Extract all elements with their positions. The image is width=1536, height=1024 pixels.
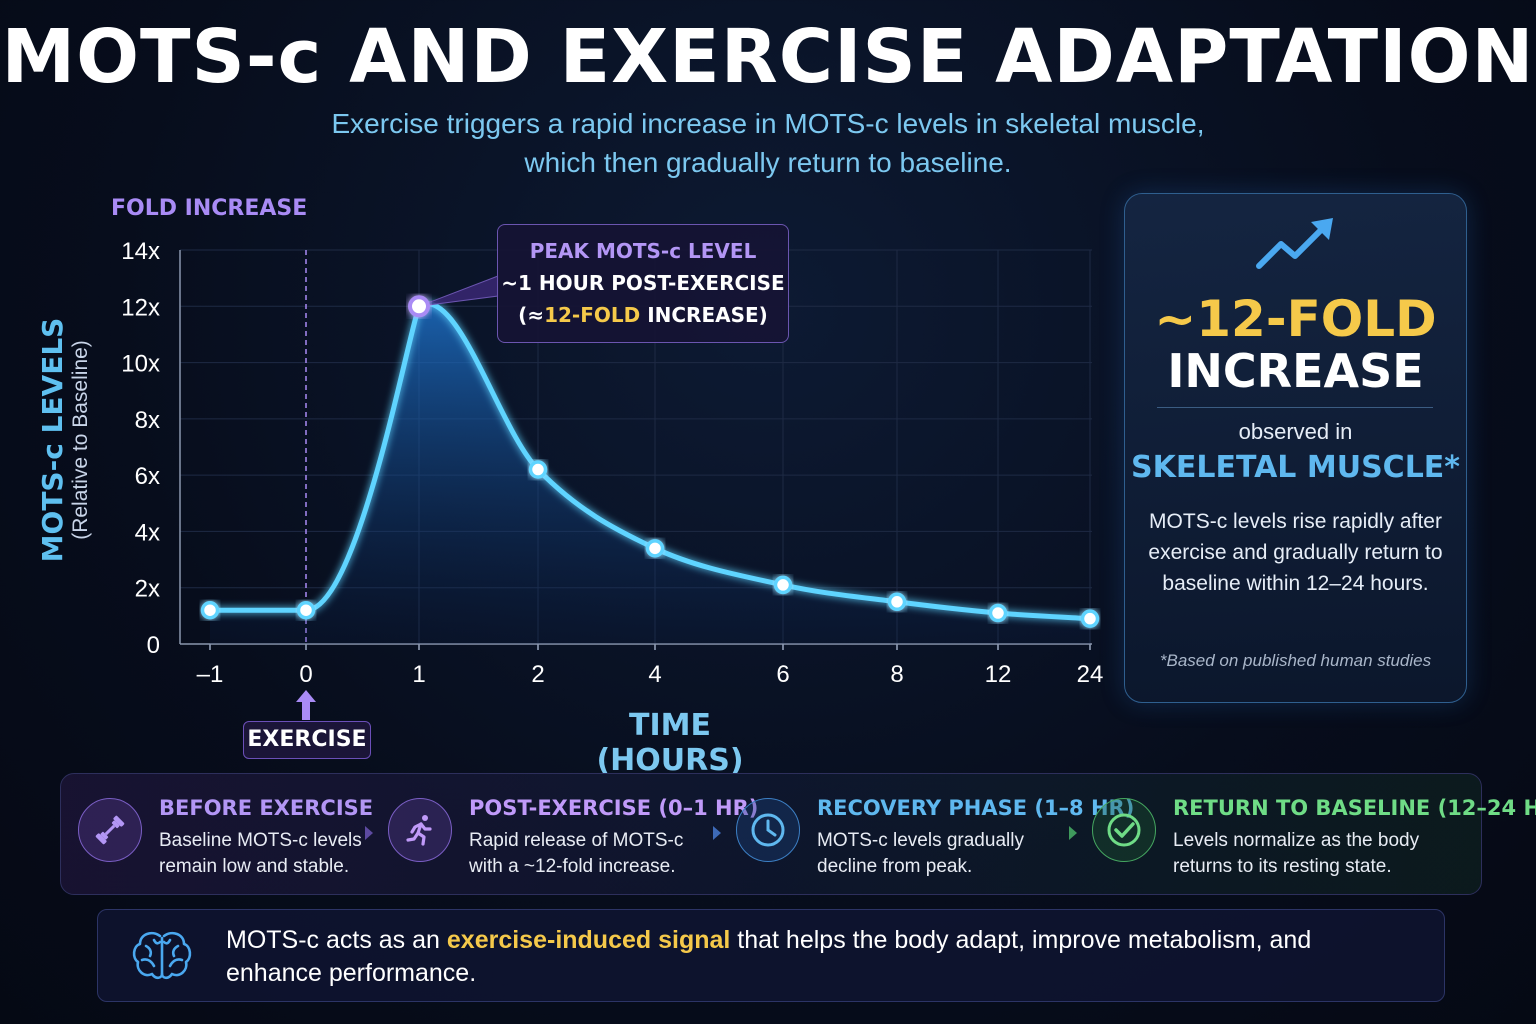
callout-line-3-pre: (≈ bbox=[518, 303, 545, 327]
takeaway-highlight: exercise-induced signal bbox=[446, 926, 731, 954]
increase-headline: INCREASE bbox=[1167, 344, 1424, 398]
x-tick-label: 8 bbox=[890, 661, 903, 688]
phase-arrow bbox=[1069, 826, 1077, 840]
dumbbell-icon bbox=[78, 798, 142, 862]
card-footnote: *Based on published human studies bbox=[1159, 651, 1432, 670]
x-tick-label: 4 bbox=[648, 661, 661, 688]
phase-arrow bbox=[365, 826, 373, 840]
data-point bbox=[408, 295, 430, 318]
trend-up-icon bbox=[1256, 218, 1333, 269]
phase-desc: Levels normalize as the body returns to … bbox=[1173, 830, 1420, 877]
phase-timeline: BEFORE EXERCISE Baseline MOTS-c levels r… bbox=[60, 773, 1536, 895]
y-tick-label: 6x bbox=[135, 463, 160, 490]
y-tick-label: 2x bbox=[135, 576, 160, 603]
data-point bbox=[773, 575, 793, 595]
y-tick-label: 12x bbox=[121, 294, 160, 321]
phase-title: RETURN TO BASELINE (12–24 HR) bbox=[1173, 796, 1536, 820]
brain-icon bbox=[132, 931, 192, 980]
clock-icon bbox=[736, 798, 800, 862]
fold-headline: ~12-FOLD bbox=[1154, 290, 1437, 348]
page-subtitle: Exercise triggers a rapid increase in MO… bbox=[0, 104, 1536, 182]
x-tick-label: 2 bbox=[531, 661, 544, 688]
y-tick-label: 8x bbox=[135, 407, 160, 434]
phase-title: POST-EXERCISE (0–1 HR) bbox=[469, 796, 759, 820]
callout-line-2: ~1 HOUR POST-EXERCISE bbox=[501, 271, 785, 295]
callout-line-3: (≈12-FOLD INCREASE) bbox=[498, 303, 788, 327]
y-top-label: FOLD INCREASE bbox=[111, 196, 308, 221]
phase-arrow bbox=[713, 826, 721, 840]
phase-desc: Baseline MOTS-c levels remain low and st… bbox=[159, 830, 362, 877]
y-tick-label: 4x bbox=[135, 519, 160, 546]
y-tick-label: 10x bbox=[121, 351, 160, 378]
phase-return-baseline: RETURN TO BASELINE (12–24 HR) Levels nor… bbox=[1075, 774, 1536, 894]
card-divider bbox=[1157, 407, 1433, 408]
subtitle-line-2: which then gradually return to baseline. bbox=[524, 147, 1012, 178]
takeaway-post: that helps the body adapt, improve metab… bbox=[226, 926, 1312, 987]
x-axis-title: TIME (HOURS) bbox=[596, 708, 744, 778]
takeaway-banner: MOTS-c acts as an exercise-induced signa… bbox=[97, 909, 1445, 1002]
callout-pointer bbox=[418, 275, 499, 307]
phase-title: BEFORE EXERCISE bbox=[159, 796, 374, 820]
callout-line-3-highlight: 12-FOLD bbox=[544, 303, 641, 327]
y-tick-label: 14x bbox=[121, 238, 160, 265]
card-description: MOTS-c levels rise rapidly after exercis… bbox=[1148, 510, 1443, 595]
x-tick-label: 0 bbox=[299, 661, 312, 688]
x-tick-label: 24 bbox=[1077, 661, 1104, 688]
data-point bbox=[988, 603, 1008, 623]
x-tick-label: 6 bbox=[776, 661, 789, 688]
data-point bbox=[1080, 609, 1100, 628]
observed-text: observed in bbox=[1238, 419, 1353, 444]
phase-post-exercise: POST-EXERCISE (0–1 HR) Rapid release of … bbox=[371, 774, 758, 894]
phase-title: RECOVERY PHASE (1–8 HR) bbox=[817, 796, 1135, 820]
summary-card: ~12-FOLD INCREASE observed in SKELETAL M… bbox=[1124, 193, 1467, 703]
callout-line-1: PEAK MOTS-c LEVEL bbox=[529, 239, 757, 263]
phase-recovery: RECOVERY PHASE (1–8 HR) MOTS-c levels gr… bbox=[719, 774, 1134, 894]
data-point bbox=[887, 592, 907, 612]
data-point bbox=[528, 460, 548, 479]
page-title: MOTS-c AND EXERCISE ADAPTATION bbox=[1, 14, 1535, 100]
data-point bbox=[200, 600, 220, 620]
phase-before-exercise: BEFORE EXERCISE Baseline MOTS-c levels r… bbox=[61, 774, 373, 894]
exercise-arrow-icon bbox=[296, 690, 316, 720]
runner-icon bbox=[388, 798, 452, 862]
takeaway-pre: MOTS-c acts as an bbox=[226, 926, 447, 954]
skeletal-muscle-label: SKELETAL MUSCLE* bbox=[1130, 450, 1460, 485]
data-point bbox=[296, 600, 316, 620]
callout-line-3-post: INCREASE) bbox=[640, 303, 768, 327]
exercise-badge: EXERCISE bbox=[243, 721, 371, 759]
subtitle-line-1: Exercise triggers a rapid increase in MO… bbox=[331, 108, 1205, 139]
y-tick-label: 0 bbox=[147, 632, 160, 659]
phase-desc: Rapid release of MOTS-c with a ~12-fold … bbox=[469, 830, 684, 877]
series-area bbox=[210, 303, 1090, 644]
x-tick-label: 1 bbox=[412, 661, 425, 688]
phase-desc: MOTS-c levels gradually decline from pea… bbox=[817, 830, 1024, 877]
x-tick-label: 12 bbox=[985, 661, 1012, 688]
peak-callout: PEAK MOTS-c LEVEL ~1 HOUR POST-EXERCISE … bbox=[497, 224, 789, 343]
data-point bbox=[645, 539, 665, 558]
series-line bbox=[210, 301, 1091, 622]
takeaway-message: MOTS-c acts as an exercise-induced signa… bbox=[226, 924, 1406, 990]
check-circle-icon bbox=[1092, 798, 1156, 862]
x-tick-label: –1 bbox=[197, 661, 224, 688]
